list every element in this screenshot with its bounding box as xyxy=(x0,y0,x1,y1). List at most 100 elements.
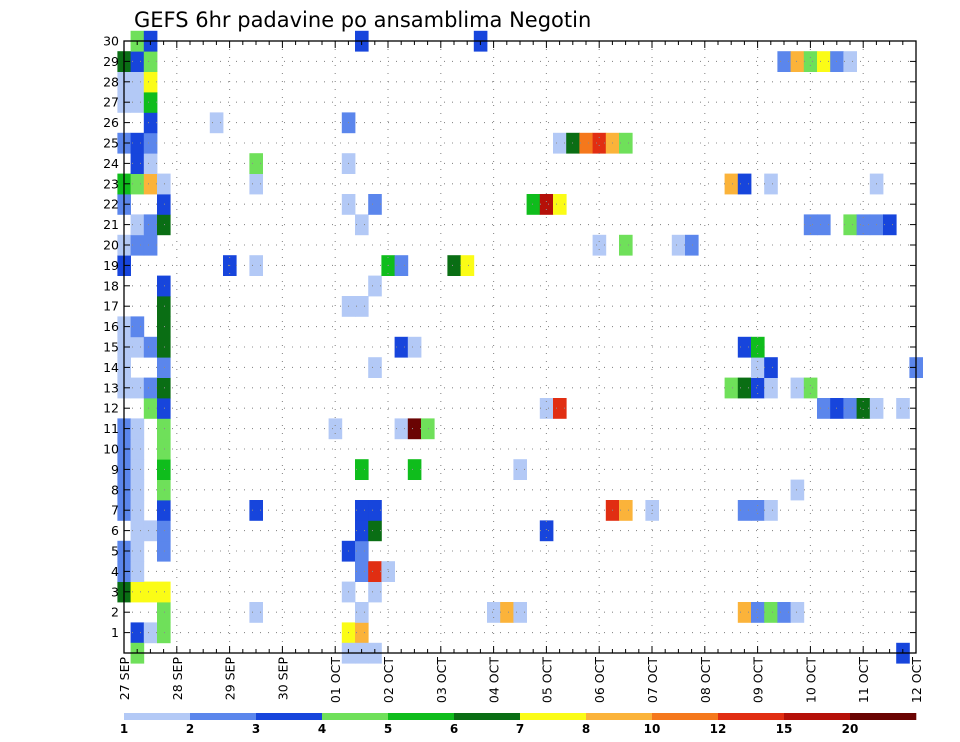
x-tick-label: 09 OCT xyxy=(751,657,766,703)
heatmap-cell xyxy=(143,520,158,542)
y-tick-label: 26 xyxy=(103,115,119,130)
heatmap-cell xyxy=(157,357,171,378)
heatmap-cell xyxy=(407,418,422,440)
heatmap-cell xyxy=(130,132,145,154)
heatmap-cell xyxy=(143,622,158,644)
x-tick-label: 12 OCT xyxy=(909,657,924,703)
heatmap-cell xyxy=(737,336,752,358)
heatmap-cell xyxy=(130,377,145,399)
heatmap-cell xyxy=(143,377,158,399)
x-tick-label: 02 OCT xyxy=(381,657,396,703)
heatmap-cell xyxy=(777,602,791,623)
heatmap-cell xyxy=(817,51,831,72)
heatmap-cell xyxy=(526,194,541,215)
heatmap-cell xyxy=(143,214,158,236)
legend-swatch xyxy=(718,713,785,720)
y-tick-label: 22 xyxy=(103,197,119,212)
x-tick-label: 05 OCT xyxy=(539,657,554,703)
heatmap-cell xyxy=(513,602,527,623)
heatmap-cell xyxy=(737,500,752,521)
heatmap-cell xyxy=(157,398,171,419)
y-tick-label: 23 xyxy=(103,176,119,191)
y-tick-label: 13 xyxy=(103,380,119,395)
heatmap-cell xyxy=(157,336,171,358)
heatmap-cell xyxy=(764,377,778,399)
y-tick-label: 24 xyxy=(103,156,119,171)
x-tick-label: 08 OCT xyxy=(698,657,713,703)
heatmap-cell xyxy=(249,602,263,623)
x-tick-label: 07 OCT xyxy=(645,657,660,703)
x-tick-label: 11 OCT xyxy=(856,657,871,703)
heatmap-cell xyxy=(579,132,593,154)
heatmap-cell xyxy=(790,51,805,72)
heatmap-cell xyxy=(355,520,369,542)
heatmap-cell xyxy=(130,153,145,174)
heatmap-cell xyxy=(368,194,382,215)
y-tick-label: 30 xyxy=(103,34,119,49)
heatmap-cell xyxy=(817,398,831,419)
heatmap-cell xyxy=(777,51,791,72)
y-tick-label: 2 xyxy=(111,605,119,620)
heatmap-cell xyxy=(513,459,527,480)
heatmap-cell xyxy=(737,173,752,195)
x-tick-label: 06 OCT xyxy=(592,657,607,703)
y-tick-label: 29 xyxy=(103,54,119,69)
heatmap-cell xyxy=(447,255,461,276)
heatmap-cell xyxy=(143,92,158,113)
heatmap-cell xyxy=(130,214,145,236)
heatmap-cell xyxy=(751,500,765,521)
heatmap-cell xyxy=(157,296,171,317)
heatmap-cell xyxy=(671,234,686,256)
legend-label: 1 xyxy=(120,722,128,736)
y-tick-label: 18 xyxy=(103,278,119,293)
heatmap-cell xyxy=(685,234,699,256)
legend-swatch xyxy=(520,713,587,720)
y-tick-label: 15 xyxy=(103,340,119,355)
legend-label: 4 xyxy=(318,722,326,736)
heatmap-cell xyxy=(143,581,158,603)
heatmap-cell xyxy=(157,500,171,521)
heatmap-cell xyxy=(843,51,857,72)
heatmap-cell xyxy=(130,418,145,440)
heatmap-cells xyxy=(117,30,923,664)
legend-label: 2 xyxy=(186,722,194,736)
heatmap-cell xyxy=(843,398,857,419)
heatmap-cell xyxy=(130,500,145,521)
heatmap-cell xyxy=(817,214,831,236)
heatmap-cell xyxy=(751,377,765,399)
legend-label: 3 xyxy=(252,722,260,736)
heatmap-cell xyxy=(724,173,739,195)
legend-swatch xyxy=(256,713,323,720)
heatmap-cell xyxy=(157,438,171,460)
heatmap-cell xyxy=(355,622,369,644)
x-tick-label: 03 OCT xyxy=(434,657,449,703)
heatmap-cell xyxy=(130,316,145,338)
heatmap-cell xyxy=(592,234,607,256)
y-tick-label: 21 xyxy=(103,217,119,232)
heatmap-cell xyxy=(368,520,382,542)
heatmap-cell xyxy=(157,459,171,480)
heatmap-cell xyxy=(249,255,263,276)
heatmap-cell xyxy=(368,500,382,521)
heatmap-cell xyxy=(368,275,382,297)
heatmap-cell xyxy=(355,602,369,623)
legend-swatch xyxy=(454,713,521,720)
heatmap-cell xyxy=(553,398,567,419)
heatmap-cell xyxy=(724,377,739,399)
legend-swatch xyxy=(586,713,653,720)
y-tick-label: 28 xyxy=(103,74,119,89)
y-tick-label: 19 xyxy=(103,258,119,273)
heatmap-cell xyxy=(355,214,369,236)
heatmap-cell xyxy=(843,214,857,236)
heatmap-cell xyxy=(130,51,145,72)
legend-label: 6 xyxy=(450,722,458,736)
heatmap-cell xyxy=(592,132,607,154)
heatmap-cell xyxy=(803,377,818,399)
color-legend: 1 2 3 4 5 6 7 8 10 12 15 20 xyxy=(120,713,917,736)
y-tick-label: 14 xyxy=(103,360,119,375)
heatmap-cell xyxy=(143,398,158,419)
heatmap-cell xyxy=(157,275,171,297)
heatmap-cell xyxy=(157,622,171,644)
legend-swatch xyxy=(652,713,719,720)
